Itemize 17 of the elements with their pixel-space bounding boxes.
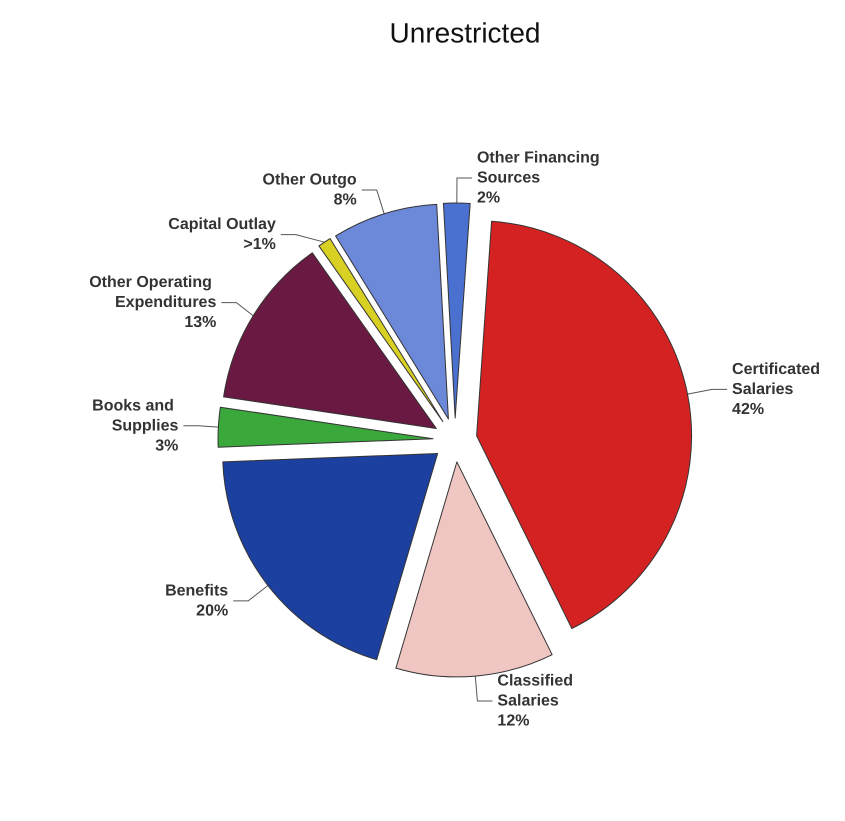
data-label: 20%: [196, 602, 228, 620]
data-label: 13%: [184, 314, 216, 332]
slice-label: Other Outgo: [262, 171, 357, 188]
data-label: 12%: [497, 712, 530, 730]
data-label: >1%: [243, 236, 276, 254]
slice-label: Classified Salaries: [497, 672, 578, 710]
slice-label: Capital Outlay: [168, 216, 276, 234]
slice-label: Benefits: [165, 582, 228, 600]
slice-label: Other Operating Expenditures: [89, 274, 216, 312]
slice-label: Certificated Salaries: [732, 360, 825, 398]
slice-label: Books and Supplies: [92, 397, 178, 434]
data-label: 8%: [334, 191, 357, 208]
data-label: 3%: [155, 437, 178, 454]
data-label: 2%: [476, 190, 500, 207]
data-label: 42%: [732, 400, 764, 418]
slice-label: Other Financing Sources: [476, 150, 604, 187]
chart-title: Unrestricted: [390, 18, 540, 48]
